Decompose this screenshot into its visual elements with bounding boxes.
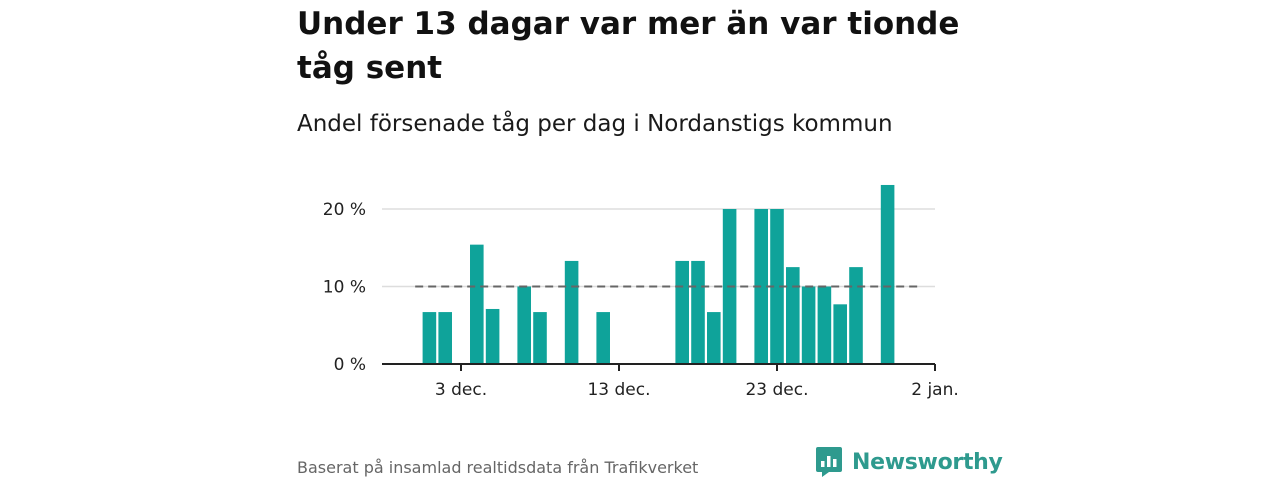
bar [470, 244, 484, 364]
source-note: Baserat på insamlad realtidsdata från Tr… [297, 458, 699, 477]
bar [422, 312, 437, 364]
bar [770, 209, 784, 364]
bar [707, 312, 721, 364]
chart-title: Under 13 dagar var mer än var tionde tåg… [297, 6, 960, 86]
x-tick-label: 2 jan. [911, 380, 959, 400]
bar [564, 260, 579, 364]
x-tick-label: 23 dec. [745, 380, 808, 400]
bar [849, 267, 863, 364]
bar [596, 312, 610, 364]
y-tick-label: 20 % [323, 200, 366, 220]
x-tick-label: 13 dec. [587, 380, 650, 400]
bar [754, 209, 768, 364]
newsworthy-logo-icon [816, 447, 842, 477]
bar [675, 260, 689, 364]
chart-subtitle: Andel försenade tåg per dag i Nordanstig… [297, 111, 893, 137]
bar-chart: 0 % 10 % 20 % 3 dec. 13 dec. 23 dec. 2 jan. [323, 184, 959, 400]
bar [485, 308, 500, 364]
y-tick-label: 0 % [334, 355, 366, 375]
bar [833, 304, 847, 364]
bar [801, 286, 816, 364]
bar [517, 286, 531, 364]
bar [817, 286, 832, 364]
bar [438, 312, 452, 364]
brand-logo: Newsworthy [815, 446, 1003, 478]
y-tick-label: 10 % [323, 278, 366, 298]
bar [880, 184, 895, 364]
x-tick-label: 3 dec. [435, 380, 487, 400]
bar [691, 260, 705, 364]
bar [533, 312, 547, 364]
brand-name: Newsworthy [852, 449, 1003, 475]
bar [786, 267, 800, 364]
